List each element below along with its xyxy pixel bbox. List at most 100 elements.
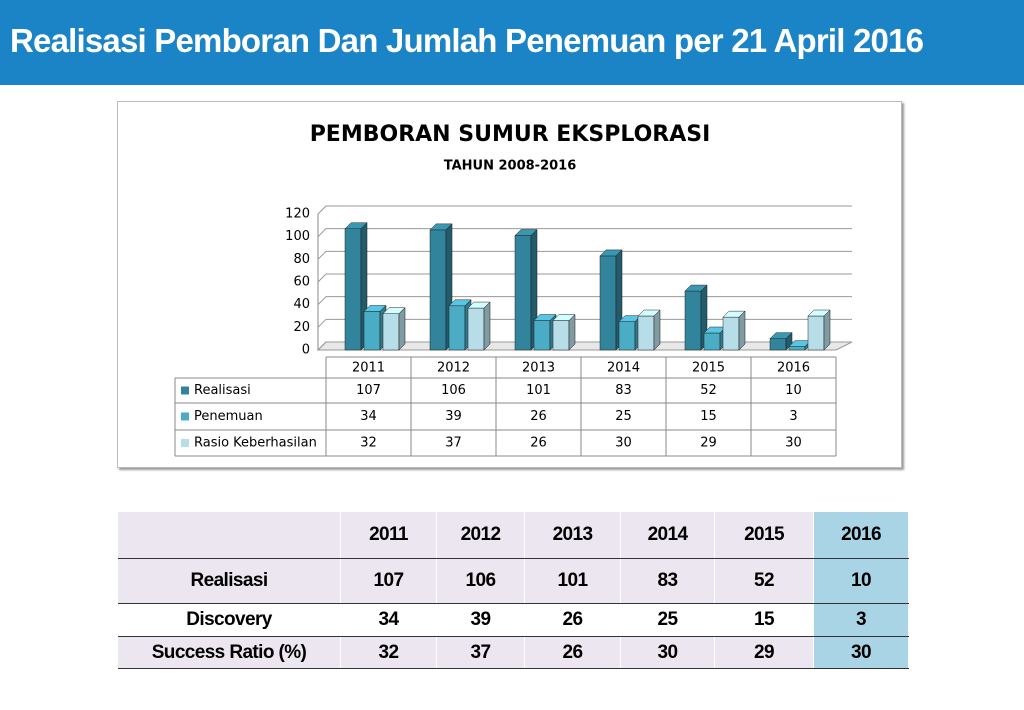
bar — [807, 315, 825, 351]
table-cell: 106 — [436, 558, 525, 604]
data-table-value: 30 — [615, 436, 632, 451]
y-tick-label: 20 — [293, 320, 310, 335]
table-cell: 2014 — [620, 512, 715, 559]
chart-subtitle: TAHUN 2008-2016 — [444, 159, 577, 174]
data-table-value: 32 — [360, 436, 377, 451]
grid-line — [317, 228, 852, 238]
table-row: 2011 2012 2013 2014 2015 2016 — [118, 512, 909, 559]
table-row: Discovery 34 39 26 25 15 3 — [118, 603, 909, 637]
table-cell: 2013 — [524, 512, 621, 559]
data-table-value: 107 — [356, 383, 381, 398]
table-cell: 34 — [340, 603, 437, 637]
table-cell: 29 — [714, 636, 814, 669]
table-cell: 10 — [813, 558, 909, 604]
bar-side — [568, 313, 576, 351]
grid-line — [317, 341, 852, 351]
summary-table: 2011 2012 2013 2014 2015 2016 Realisasi 107 106 1… — [118, 512, 909, 669]
bar — [363, 311, 381, 351]
bar — [599, 255, 617, 351]
bar-side — [398, 307, 406, 351]
legend-swatch — [181, 412, 189, 421]
data-table-value: 3 — [789, 409, 797, 424]
data-table-value: 26 — [530, 409, 547, 424]
table-cell: Discovery — [118, 603, 341, 637]
bar — [788, 346, 806, 351]
header-title: Realisasi Pemboran Dan Jumlah Penemuan p… — [10, 22, 924, 59]
y-tick-label: 100 — [285, 229, 310, 244]
x-tick-label: 2016 — [777, 361, 810, 376]
grid-line — [317, 296, 852, 306]
table-cell: 2012 — [436, 512, 525, 559]
table-cell: 25 — [620, 603, 715, 637]
table-cell: 101 — [524, 558, 621, 604]
bar — [382, 313, 400, 351]
data-table-value: 25 — [615, 409, 632, 424]
bar — [703, 332, 721, 351]
bar — [514, 235, 532, 351]
chart-title: PEMBORAN SUMUR EKSPLORASI — [310, 122, 711, 147]
grid-line — [317, 205, 852, 215]
table-cell: 107 — [340, 558, 437, 604]
table-cell: 2016 — [813, 512, 909, 559]
bar-side — [738, 310, 746, 351]
bar-side — [653, 309, 661, 351]
data-table-value: 52 — [700, 383, 717, 398]
data-table-value: 37 — [445, 436, 462, 451]
bar — [637, 315, 655, 351]
bar — [533, 320, 551, 351]
legend-label: Penemuan — [194, 409, 263, 424]
legend-label: Realisasi — [194, 383, 251, 398]
data-table-value: 39 — [445, 409, 462, 424]
table-cell: 2011 — [340, 512, 437, 559]
bar — [552, 320, 570, 351]
bar — [684, 290, 702, 351]
grid-line — [317, 318, 852, 328]
bar — [618, 321, 636, 351]
bar-side — [823, 309, 831, 351]
bar — [467, 307, 485, 351]
table-cell: 30 — [620, 636, 715, 669]
x-tick-label: 2011 — [352, 361, 385, 376]
table-cell: 30 — [813, 636, 909, 669]
table-cell: 32 — [340, 636, 437, 669]
table-cell: 83 — [620, 558, 715, 604]
y-tick-label: 60 — [293, 275, 310, 290]
data-table-value: 30 — [785, 436, 802, 451]
y-tick-label: 0 — [302, 343, 310, 358]
legend-label: Rasio Keberhasilan — [194, 436, 317, 451]
legend-swatch — [181, 386, 189, 395]
table-cell: Success Ratio (%) — [118, 636, 341, 669]
x-tick-label: 2013 — [522, 361, 555, 376]
chart-frame — [117, 101, 902, 468]
table-row: Realisasi 107 106 101 83 52 10 — [118, 558, 909, 604]
table-cell: 26 — [524, 603, 621, 637]
data-table-value: 101 — [526, 383, 551, 398]
y-tick-label: 80 — [293, 252, 310, 267]
table-cell: 3 — [813, 603, 909, 637]
table-cell — [118, 512, 341, 559]
table-row: Success Ratio (%) 32 37 26 30 29 30 — [118, 636, 909, 669]
table-cell: 52 — [714, 558, 814, 604]
x-tick-label: 2012 — [437, 361, 470, 376]
table-cell: Realisasi — [118, 558, 341, 604]
grid-line — [317, 273, 852, 283]
table-cell: 39 — [436, 603, 525, 637]
table-cell: 26 — [524, 636, 621, 669]
bar — [344, 228, 362, 351]
data-table-value: 34 — [360, 409, 377, 424]
data-table-value: 10 — [785, 383, 802, 398]
bar-side — [483, 301, 491, 351]
data-table-value: 15 — [700, 409, 717, 424]
y-tick-label: 40 — [293, 297, 310, 312]
x-tick-label: 2014 — [607, 361, 640, 376]
data-table-value: 26 — [530, 436, 547, 451]
y-tick-label: 120 — [285, 207, 310, 222]
bar — [448, 305, 466, 351]
bar — [429, 229, 447, 351]
table-cell: 37 — [436, 636, 525, 669]
data-table-value: 29 — [700, 436, 717, 451]
data-table-value: 83 — [615, 383, 632, 398]
grid-line — [317, 250, 852, 260]
